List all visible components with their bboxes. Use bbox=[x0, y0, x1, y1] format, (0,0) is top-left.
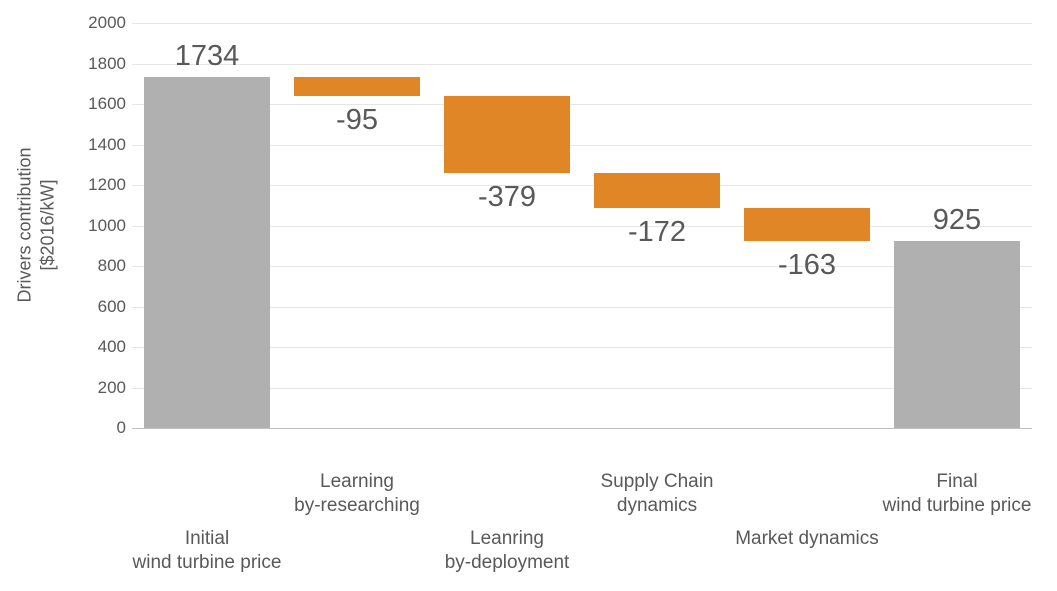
y-tick-label: 2000 bbox=[66, 13, 126, 33]
value-label-learning_deploy: -379 bbox=[427, 181, 587, 214]
value-label-initial: 1734 bbox=[127, 40, 287, 73]
value-label-supply_chain: -172 bbox=[577, 216, 737, 249]
y-tick-label: 400 bbox=[66, 337, 126, 357]
y-axis-label: Drivers contribution[$2016/kW] bbox=[14, 147, 59, 302]
y-tick-label: 1600 bbox=[66, 94, 126, 114]
x-label-initial: Initialwind turbine price bbox=[97, 527, 317, 575]
x-label-final: Finalwind turbine price bbox=[847, 470, 1057, 518]
x-label-supply_chain: Supply Chaindynamics bbox=[547, 470, 767, 518]
bar-supply_chain bbox=[594, 173, 720, 208]
value-label-final: 925 bbox=[877, 204, 1037, 237]
x-label-learning_deploy: Leanringby-deployment bbox=[397, 527, 617, 575]
y-tick-label: 1800 bbox=[66, 54, 126, 74]
value-label-market: -163 bbox=[727, 249, 887, 282]
bar-learning_research bbox=[294, 77, 420, 96]
bar-market bbox=[744, 208, 870, 241]
y-tick-label: 1400 bbox=[66, 135, 126, 155]
value-label-learning_research: -95 bbox=[277, 104, 437, 137]
y-tick-label: 1200 bbox=[66, 175, 126, 195]
bar-initial bbox=[144, 77, 270, 428]
y-tick-label: 800 bbox=[66, 256, 126, 276]
bar-learning_deploy bbox=[444, 96, 570, 173]
x-label-market: Market dynamics bbox=[697, 527, 917, 551]
gridline bbox=[132, 23, 1032, 24]
gridline bbox=[132, 428, 1032, 429]
y-tick-label: 1000 bbox=[66, 216, 126, 236]
waterfall-chart: Drivers contribution[$2016/kW] 0 200 400 60… bbox=[0, 0, 1057, 591]
bar-final bbox=[894, 241, 1020, 428]
y-tick-label: 0 bbox=[66, 418, 126, 438]
x-label-learning_research: Learningby-researching bbox=[247, 470, 467, 518]
y-tick-label: 200 bbox=[66, 378, 126, 398]
y-tick-label: 600 bbox=[66, 297, 126, 317]
